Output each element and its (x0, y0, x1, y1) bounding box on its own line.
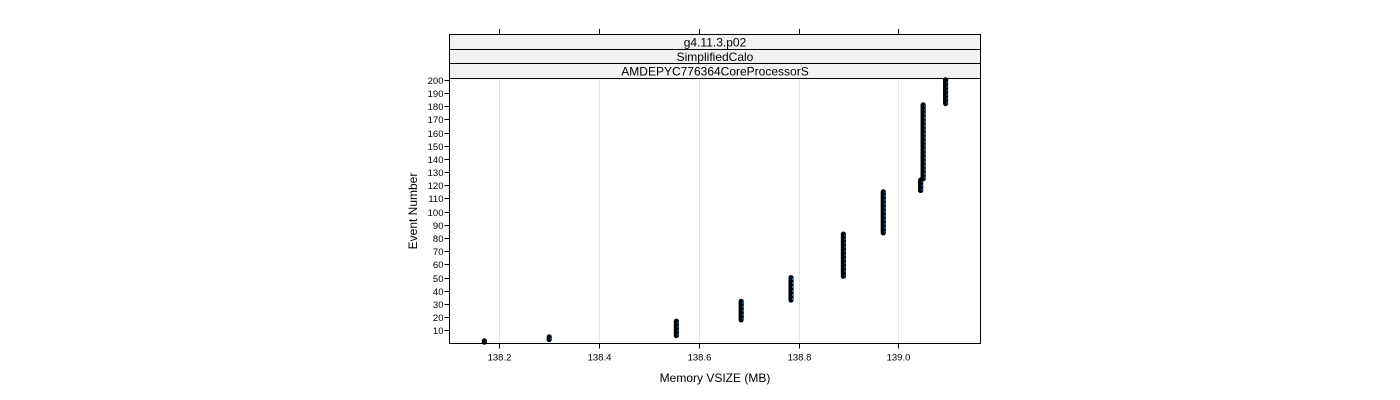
x-tick-label: 138.6 (688, 353, 712, 364)
y-tick-label: 80 (433, 234, 444, 245)
point-run (918, 177, 924, 194)
y-tick-label: 20 (433, 313, 444, 324)
y-tick-label: 110 (428, 194, 443, 205)
x-tick-label: 138.2 (488, 353, 512, 364)
point-run (673, 318, 679, 339)
y-tick-label: 150 (428, 142, 444, 153)
x-axis-title: Memory VSIZE (MB) (660, 371, 771, 385)
y-tick-label: 70 (433, 247, 444, 258)
y-tick-label: 160 (428, 129, 444, 140)
point-run (738, 298, 744, 323)
x-tick-label: 139.0 (887, 353, 911, 364)
y-axis-title: Event Number (406, 173, 420, 250)
data-series (481, 77, 949, 345)
strip-label-1: g4.11.3.p02 (684, 36, 747, 50)
top-tick-marks (499, 29, 899, 35)
y-tick-label: 180 (428, 102, 444, 113)
y-tick-label: 50 (433, 274, 444, 285)
y-tick-label: 100 (428, 208, 444, 219)
y-tick-label: 90 (433, 221, 444, 232)
point-run (546, 334, 552, 343)
y-tick-label: 40 (433, 287, 444, 298)
strip-2: SimplifiedCalo (449, 49, 981, 64)
strip-label-3: AMDEPYC776364CoreProcessorS (621, 65, 808, 79)
strip-1: g4.11.3.p02 (449, 34, 981, 50)
y-tick-label: 170 (428, 115, 444, 126)
strip-3: AMDEPYC776364CoreProcessorS (449, 63, 981, 79)
y-tick-label: 10 (433, 326, 444, 337)
x-tick-label: 138.8 (788, 353, 812, 364)
data-point (880, 189, 886, 195)
y-tick-label: 30 (433, 300, 444, 311)
y-tick-label: 130 (428, 168, 444, 179)
y-tick-label: 140 (428, 155, 444, 166)
x-tick-label: 138.4 (588, 353, 612, 364)
grid-lines (499, 78, 899, 344)
y-tick-label: 200 (428, 76, 444, 87)
point-run (880, 189, 886, 236)
y-tick-label: 120 (428, 181, 444, 192)
point-run (920, 102, 926, 182)
x-axis: 138.2 138.4 138.6 138.8 139.0 (488, 343, 911, 364)
strip-label-2: SimplifiedCalo (677, 50, 754, 64)
point-run (788, 274, 794, 303)
point-run (942, 77, 949, 107)
y-tick-label: 60 (433, 260, 444, 271)
point-run (840, 231, 846, 279)
plot-panel (449, 77, 981, 345)
y-tick-label: 190 (428, 89, 444, 100)
y-axis: 10 20 30 40 50 60 70 80 90 100 110 120 130 140 150 160 1… (428, 76, 450, 337)
panel-border (449, 78, 981, 344)
